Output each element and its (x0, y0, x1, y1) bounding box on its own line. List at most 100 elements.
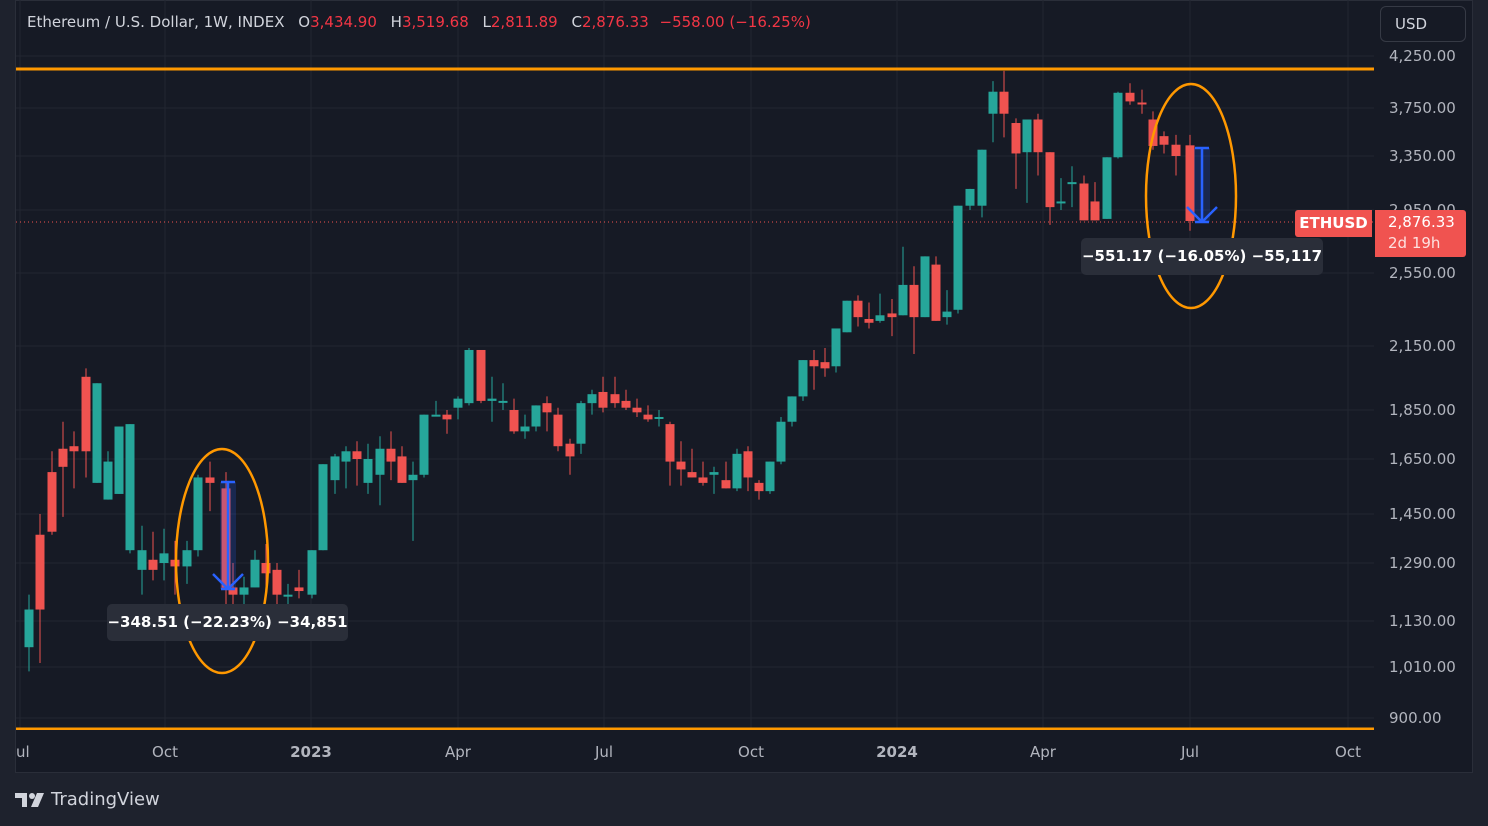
candle (898, 246, 908, 316)
candle (69, 431, 79, 489)
candle (520, 414, 530, 439)
candle (375, 436, 385, 506)
candle (787, 396, 797, 427)
candle (1159, 131, 1169, 154)
candle (114, 426, 124, 494)
bar-countdown: 2d 19h (1388, 234, 1441, 252)
measure-tool-2022[interactable] (212, 480, 244, 591)
candle (453, 396, 463, 420)
candle (1125, 83, 1135, 105)
candle (953, 205, 963, 314)
currency-button[interactable]: USD (1380, 6, 1466, 42)
candle (431, 400, 441, 417)
candle (363, 443, 373, 494)
candle (687, 448, 697, 478)
candle (654, 410, 664, 427)
highlight-ellipse-2022[interactable] (174, 447, 270, 675)
candle (988, 81, 998, 143)
candle (875, 293, 885, 323)
time-tick: 2023 (290, 743, 332, 761)
symbol-price-label: ETHUSD (1295, 210, 1372, 237)
candle (307, 550, 317, 599)
time-tick: Apr (445, 743, 471, 761)
price-tick: 1,850.00 (1389, 401, 1456, 419)
candle (665, 421, 675, 486)
candle (272, 563, 282, 606)
candle (743, 446, 753, 492)
candle (464, 347, 474, 406)
candle (47, 451, 57, 535)
candle (931, 256, 941, 321)
candle (798, 360, 808, 401)
candle (408, 461, 418, 541)
candle (1137, 89, 1147, 114)
candle (1171, 134, 1181, 176)
candle (909, 266, 919, 354)
price-tick: 1,130.00 (1389, 612, 1456, 630)
time-tick: Apr (1030, 743, 1056, 761)
brand-name: TradingView (51, 789, 160, 810)
candle (1045, 152, 1055, 225)
ohlc-high: H3,519.68 (390, 13, 469, 31)
candle (182, 540, 192, 584)
tradingview-logo-icon (15, 792, 44, 807)
candle (621, 389, 631, 410)
last-price-tag: 2,876.33 2d 19h (1375, 210, 1466, 257)
candle (397, 446, 407, 483)
candle (24, 594, 34, 672)
price-tick: 1,010.00 (1389, 658, 1456, 676)
price-tick: 4,250.00 (1389, 47, 1456, 65)
candle (553, 407, 563, 452)
time-tick: Oct (152, 743, 178, 761)
candle (598, 376, 608, 413)
price-tick: 2,150.00 (1389, 337, 1456, 355)
candle (1185, 134, 1195, 231)
candle (509, 398, 519, 434)
candle (498, 383, 508, 410)
candle (977, 149, 987, 218)
candle (587, 389, 597, 415)
candle (831, 328, 841, 373)
chart-container (15, 0, 1473, 773)
candle (352, 441, 362, 486)
candle (965, 188, 975, 210)
candle (103, 451, 113, 500)
candle (732, 448, 742, 492)
candle (137, 525, 147, 595)
candle (330, 453, 340, 494)
time-tick: ul (16, 743, 30, 761)
time-tick: Jul (1180, 743, 1200, 761)
time-tick: 2024 (876, 743, 918, 761)
candle (920, 256, 930, 318)
candle (58, 421, 68, 517)
candle (1067, 166, 1077, 208)
last-price-value: 2,876.33 (1388, 213, 1455, 231)
price-tick: 900.00 (1389, 709, 1442, 727)
candle (853, 295, 863, 327)
candle (754, 480, 764, 500)
time-tick: Oct (738, 743, 764, 761)
tradingview-logo[interactable]: TradingView (15, 789, 160, 810)
ohlc-change: −558.00 (−16.25%) (659, 13, 811, 31)
measure-tool-2024[interactable] (1186, 146, 1218, 224)
candle (92, 383, 102, 483)
candlestick-plot[interactable] (16, 0, 1374, 730)
candle (942, 290, 952, 325)
measure-label-2024: −551.17 (−16.05%) −55,117 (1081, 238, 1323, 275)
candle (542, 396, 552, 432)
ohlc-low: L2,811.89 (482, 13, 558, 31)
price-tick: 2,550.00 (1389, 264, 1456, 282)
candle (610, 376, 620, 408)
candle (193, 474, 203, 557)
candle (1033, 113, 1043, 176)
candle (531, 405, 541, 432)
candle (576, 400, 586, 454)
highlight-ellipse-2024[interactable] (1144, 82, 1238, 310)
symbol-legend: Ethereum / U.S. Dollar, 1W, INDEX O3,434… (27, 13, 811, 31)
candle (1113, 91, 1123, 159)
candle (1102, 157, 1112, 219)
candle (820, 347, 830, 377)
candle (1022, 119, 1032, 203)
candle (709, 466, 719, 494)
candle (632, 398, 642, 418)
